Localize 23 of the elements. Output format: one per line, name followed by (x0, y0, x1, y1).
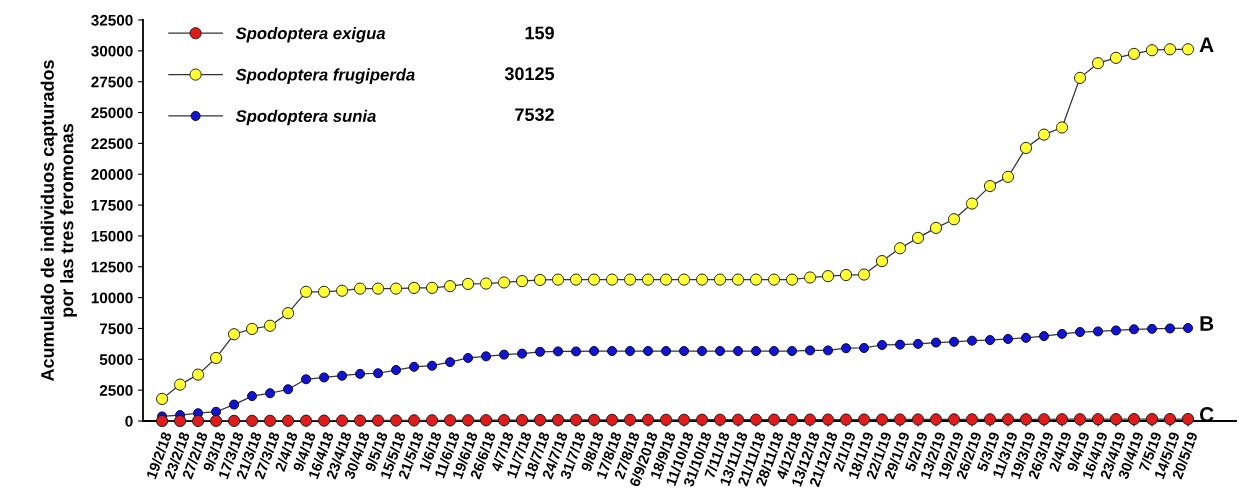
legend-label: Spodoptera exigua (235, 26, 386, 43)
annotation: 30125 (504, 67, 555, 81)
annotation: A (1199, 37, 1214, 52)
y-tick-label: 27500 (91, 76, 133, 88)
annotation: B (1200, 316, 1214, 331)
y-tick-label: 15000 (91, 230, 133, 242)
annotation: 7532 (515, 108, 554, 122)
y-tick-label: 22500 (91, 138, 133, 150)
y-tick-label: 12500 (91, 261, 133, 273)
y-tick-label: 25000 (91, 107, 133, 119)
y-tick-label: 17500 (91, 199, 133, 211)
y-tick-label: 30000 (91, 45, 133, 57)
y-tick-label: 10000 (91, 292, 133, 304)
y-tick-label: 32500 (91, 14, 133, 26)
y-axis-title: Acumulado de individuos capturados por las tres feromonas (40, 60, 77, 382)
y-tick-label: 5000 (99, 354, 133, 365)
annotation: 159 (525, 26, 554, 40)
legend-label: Spodoptera sunia (235, 109, 376, 126)
y-tick-label: 7500 (99, 323, 133, 335)
y-tick-label: 0 (125, 415, 133, 427)
y-tick-label: 20000 (91, 169, 133, 180)
legend-label: Spodoptera frugiperda (235, 68, 415, 84)
y-tick-label: 2500 (99, 385, 133, 396)
